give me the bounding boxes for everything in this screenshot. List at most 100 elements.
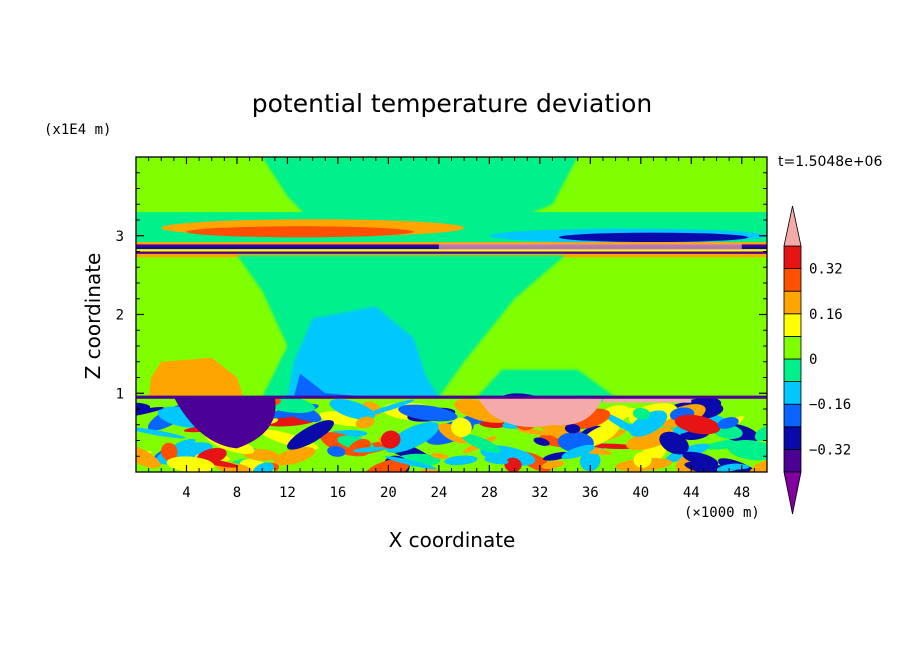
chart-title: potential temperature deviation (252, 89, 652, 118)
x-axis-unit: (×1000 m) (684, 505, 760, 521)
turbulence-cell (430, 452, 449, 459)
colorbar-label: 0 (809, 352, 817, 368)
turbulence-cell (484, 456, 509, 465)
colorbar-extend-low (783, 471, 802, 515)
x-tick-label: 40 (632, 485, 649, 501)
turbulence-cell (633, 451, 652, 468)
colorbar-band (783, 268, 802, 292)
turbulence-cell (166, 456, 215, 472)
region-cold-band-right (558, 232, 749, 243)
region-neutral-mound (476, 369, 616, 398)
turbulence-cell (629, 410, 668, 437)
region-cold-pool-core (199, 401, 263, 437)
turbulence-cell (444, 455, 478, 466)
turbulence-cell (727, 440, 767, 461)
y-axis: 1 2 3 (116, 172, 767, 457)
colorbar-extend-high (783, 205, 802, 247)
turbulence-cell (365, 399, 415, 416)
region-cool-core (293, 373, 376, 398)
turbulence-cell (754, 426, 767, 442)
turbulence-cell (385, 456, 437, 470)
x-tick-label: 48 (733, 485, 750, 501)
turbulence-cell (543, 451, 570, 461)
turbulence-cell (385, 422, 440, 453)
x-tick-label: 8 (233, 485, 241, 501)
colorbar-label: −0.32 (809, 442, 851, 458)
region-cool-plume (287, 306, 439, 398)
turbulence-cell (682, 451, 719, 467)
region-warm-streak (602, 397, 692, 403)
colorbar-label: 0.16 (809, 307, 843, 323)
colorbar-band (783, 290, 802, 315)
turbulence-cell (674, 414, 721, 435)
x-tick-label: 20 (380, 485, 397, 501)
turbulence-cell (504, 457, 522, 472)
turbulence-cell (160, 442, 178, 461)
turbulence-cell (287, 420, 334, 450)
boundary-layer-top (136, 395, 767, 399)
y-axis-unit: (x1E4 m) (44, 122, 111, 138)
colorbar-band (783, 335, 802, 360)
turbulence-cell (204, 459, 238, 468)
region-warm-band-core (186, 226, 414, 238)
y-tick-label: 3 (116, 229, 124, 245)
turbulence-cell (564, 423, 581, 434)
turbulence-cell (364, 459, 410, 472)
y-axis-label: Z coordinate (81, 253, 105, 380)
x-tick-label: 16 (329, 485, 346, 501)
colorbar-label: 0.32 (809, 262, 843, 278)
turbulence-cell (352, 446, 386, 453)
x-tick-label: 24 (430, 485, 447, 501)
turbulence-cell (461, 433, 501, 453)
colorbar-band (783, 358, 802, 383)
turbulence-cell (380, 430, 401, 449)
x-axis: 4 8 12 16 20 24 28 32 36 40 44 48 (148, 157, 755, 501)
turbulence-cell (716, 463, 743, 472)
turbulence-cell (450, 417, 472, 438)
x-tick-label: 12 (279, 485, 296, 501)
turbulence-cell (136, 444, 161, 469)
turbulence-cell (136, 427, 186, 439)
colorbar-band (783, 426, 802, 450)
colorbar-label: −0.16 (809, 397, 851, 413)
x-tick-label: 4 (182, 485, 190, 501)
turbulence-cell (355, 416, 375, 429)
x-tick-label: 28 (481, 485, 498, 501)
contour-field (136, 157, 767, 472)
inversion-stripe (136, 249, 767, 253)
time-label: t=1.5048e+06 (778, 154, 882, 170)
x-axis-label: X coordinate (389, 528, 516, 552)
x-tick-label: 44 (683, 485, 700, 501)
turbulence-cell (717, 417, 739, 429)
turbulence-cell (579, 451, 601, 471)
turbulence-cell (561, 444, 595, 460)
inversion-warm-streak (438, 243, 742, 250)
y-tick-label: 1 (116, 386, 124, 402)
turbulence-cell (327, 446, 346, 457)
turbulence-cell (632, 407, 651, 420)
turbulence-cell (533, 437, 550, 446)
x-tick-label: 36 (582, 485, 599, 501)
turbulence-cell (754, 463, 767, 472)
turbulence-cell (589, 443, 639, 450)
colorbar-band (783, 381, 802, 405)
turbulence-cell (659, 431, 689, 455)
turbulence-cell (329, 398, 376, 420)
colorbar: 0.32 0.16 0 −0.16 −0.32 (783, 205, 851, 515)
turbulence-cell (541, 460, 565, 470)
turbulence-cell (136, 406, 164, 419)
turbulence-cell (398, 404, 458, 422)
colorbar-band (783, 403, 802, 428)
region-warm-patch (148, 357, 244, 398)
colorbar-band (783, 245, 802, 270)
colorbar-band (783, 313, 802, 337)
turbulence-cell (273, 447, 316, 466)
x-tick-label: 32 (531, 485, 548, 501)
inversion-stripe (136, 251, 767, 255)
y-tick-label: 2 (116, 308, 124, 324)
turbulence-cell (252, 462, 274, 472)
region-warm-anomaly (476, 397, 603, 427)
colorbar-band (783, 448, 802, 473)
turbulence-cell (602, 412, 642, 436)
